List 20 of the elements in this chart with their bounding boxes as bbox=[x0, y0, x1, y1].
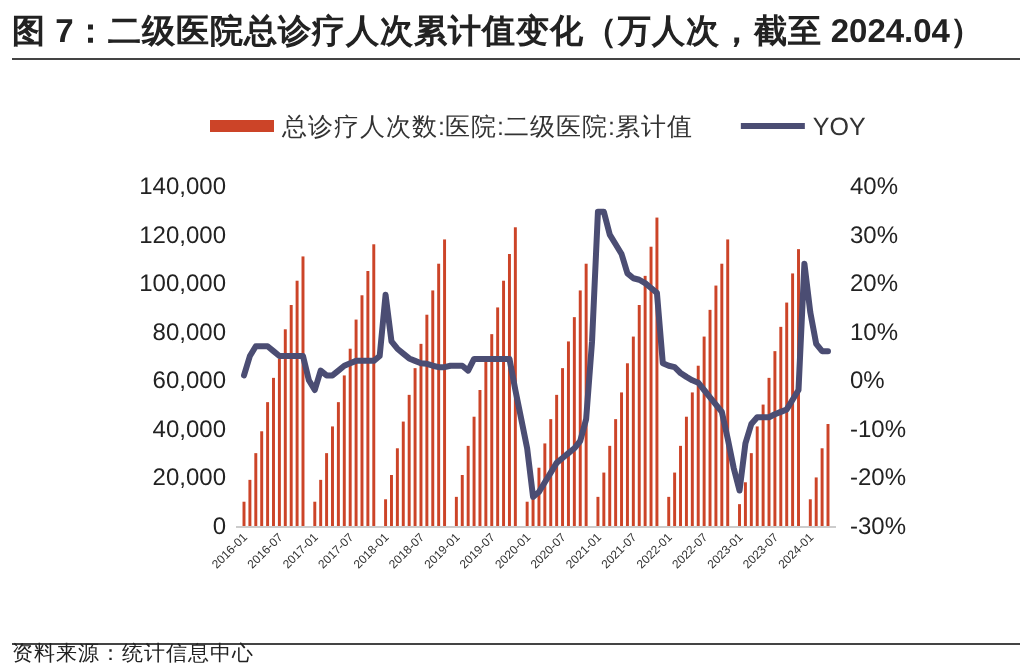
legend-label: YOY bbox=[812, 113, 867, 141]
y-tick-label: 40,000 bbox=[152, 414, 227, 443]
y-tick-label: 0 bbox=[212, 512, 227, 540]
y2-tick-label: 10% bbox=[850, 317, 899, 346]
y-tick-label: 80,000 bbox=[152, 317, 227, 346]
text: 资料来源：统计信息中心 bbox=[12, 640, 254, 666]
y-tick-label: 100,000 bbox=[139, 269, 227, 298]
y2-tick-label: 30% bbox=[850, 220, 899, 249]
y2-tick-label: -30% bbox=[850, 512, 907, 540]
y2-tick-label: 40% bbox=[850, 172, 899, 200]
legend-label: 总诊疗人次数:医院:二级医院:累计值 bbox=[280, 113, 693, 141]
y2-tick-label: -10% bbox=[850, 414, 907, 443]
y2-tick-label: 20% bbox=[850, 269, 899, 298]
y-tick-label: 140,000 bbox=[139, 172, 227, 200]
y-tick-label: 60,000 bbox=[152, 366, 227, 395]
y2-tick-label: -20% bbox=[850, 463, 907, 492]
y-tick-label: 20,000 bbox=[152, 463, 227, 492]
y-tick-label: 120,000 bbox=[139, 220, 227, 249]
chart-title: 图 7：二级医院总诊疗人次累计值变化（万人次，截至 2024.04） bbox=[12, 12, 984, 50]
y2-tick-label: 0% bbox=[850, 366, 886, 395]
